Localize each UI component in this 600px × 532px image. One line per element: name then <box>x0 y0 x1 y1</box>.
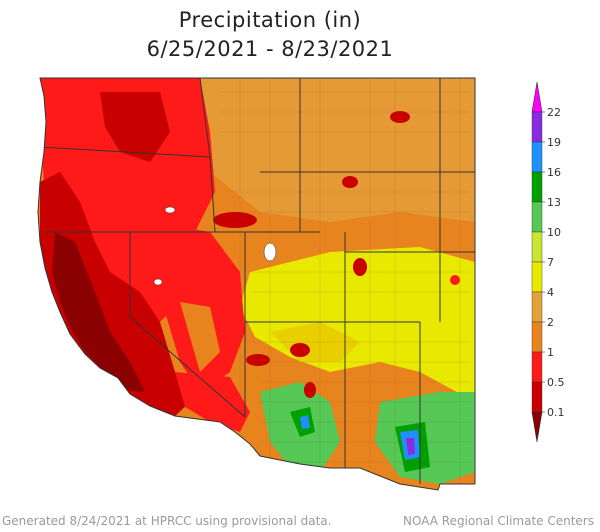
legend-label-13: 13 <box>547 196 561 209</box>
legend-swatch-13 <box>531 201 543 233</box>
border-id-west <box>199 78 216 233</box>
legend-labels: 0.1 0.5 1 2 4 7 10 13 16 19 22 <box>542 106 565 419</box>
precip-field <box>38 78 475 490</box>
legend-bottom-arrow <box>531 411 543 443</box>
state-boundaries <box>39 78 475 484</box>
region-arizona-max <box>300 415 310 429</box>
legend-swatch-22 <box>531 111 543 143</box>
spot-montana <box>390 111 410 123</box>
spot-utah <box>290 343 310 357</box>
spot-idaho <box>213 212 257 228</box>
spot-colorado <box>450 275 460 285</box>
county-lines <box>220 78 470 484</box>
legend-label-4: 4 <box>547 286 554 299</box>
coastline <box>37 77 476 491</box>
legend-top-arrow <box>531 81 543 113</box>
legend-label-16: 16 <box>547 166 561 179</box>
spot-wyoming <box>353 258 367 276</box>
spot-montana-south <box>342 176 358 188</box>
precipitation-map <box>37 77 476 491</box>
map-title: Precipitation (in) 6/25/2021 - 8/23/2021 <box>0 6 540 64</box>
legend-label-2: 2 <box>547 316 554 329</box>
great-salt-lake <box>263 242 277 262</box>
legend-swatch-16 <box>531 171 543 203</box>
legend-label-0-1: 0.1 <box>547 406 565 419</box>
border-wa-or <box>39 146 211 158</box>
legend-label-10: 10 <box>547 226 561 239</box>
legend-label-22: 22 <box>547 106 561 119</box>
legend-swatch-10 <box>531 231 543 263</box>
legend-swatch-7 <box>531 261 543 293</box>
spot-arizona-north <box>304 382 316 398</box>
legend-swatch-0-5 <box>531 381 543 413</box>
lake-tahoe <box>153 278 163 286</box>
region-central-nevada <box>180 302 220 372</box>
region-central-valley-driest <box>52 232 145 392</box>
legend-label-1: 1 <box>547 346 554 359</box>
spot-southern-nevada <box>246 354 270 366</box>
legend-label-19: 19 <box>547 136 561 149</box>
legend-label-7: 7 <box>547 256 554 269</box>
region-southern-rockies <box>240 247 475 402</box>
title-line-2: 6/25/2021 - 8/23/2021 <box>146 37 394 61</box>
region-nm-max <box>406 438 415 455</box>
footer-generated: Generated 8/24/2021 at HPRCC using provi… <box>2 514 332 528</box>
footer-credit: NOAA Regional Climate Centers <box>403 514 594 528</box>
legend-swatch-2 <box>531 321 543 353</box>
legend-label-0-5: 0.5 <box>547 376 565 389</box>
legend-swatch-19 <box>531 141 543 173</box>
region-california-dry <box>40 172 190 416</box>
border-ca-nv <box>129 232 246 418</box>
precip-legend: 0.1 0.5 1 2 4 7 10 13 16 19 22 <box>531 81 565 443</box>
region-southern-california <box>175 372 250 432</box>
region-cascades-dry <box>100 92 170 162</box>
title-line-1: Precipitation (in) <box>178 8 362 32</box>
legend-swatch-1 <box>531 351 543 383</box>
legend-color-bar <box>531 81 543 443</box>
legend-swatch-4 <box>531 291 543 323</box>
klamath-lake <box>164 206 176 214</box>
